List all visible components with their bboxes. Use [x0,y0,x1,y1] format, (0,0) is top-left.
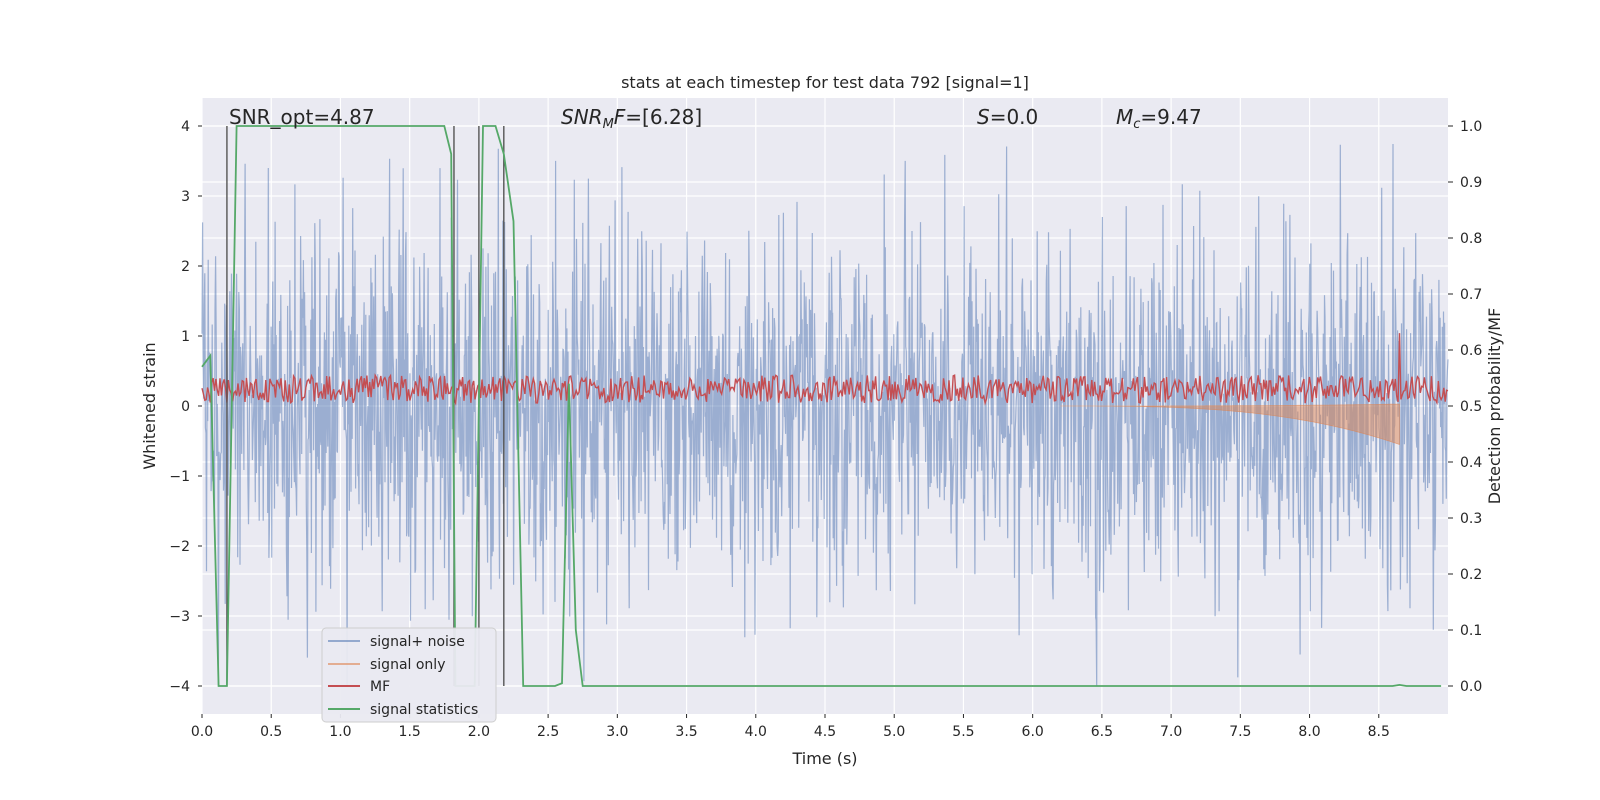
mf-series [201,333,1449,406]
signal-statistics-line [201,125,1442,687]
y-right-tick-label: 0.6 [1460,343,1482,359]
signal-statistics-series [201,125,1442,687]
x-tick-label: 7.5 [1229,724,1251,740]
x-tick-label: 4.5 [814,724,836,740]
x-tick-label: 3.5 [675,724,697,740]
y-left-tick-label: 3 [181,189,190,205]
noise-series [201,143,1449,687]
x-tick-label: 6.0 [1022,724,1044,740]
x-ticks: 0.0 0.5 1.0 1.5 2.0 2.5 3.0 3.5 4.0 4.5 5.0 5.5 6.0 6… [191,714,1390,740]
x-tick-label: 0.5 [260,724,282,740]
y-left-tick-label: −4 [169,679,190,695]
x-tick-label: 3.0 [606,724,628,740]
y-left-tick-label: 4 [181,119,190,135]
mc-sub: c [1133,117,1140,132]
snr-mf-sub: M [603,117,614,132]
mc-value: =9.47 [1140,105,1201,129]
y-right-tick-label: 0.2 [1460,567,1482,583]
chart-title: stats at each timestep for test data 792… [621,73,1029,92]
y-right-tick-label: 0.5 [1460,399,1482,415]
x-tick-label: 1.5 [399,724,421,740]
y-right-tick-label: 0.3 [1460,511,1482,527]
y-left-tick-label: −1 [169,469,190,485]
annotation-snr-mf: SNRMF=[6.28] [561,105,702,132]
legend-box [321,627,497,723]
y-right-tick-label: 0.9 [1460,175,1482,191]
y-left-tick-label: 0 [181,399,190,415]
signal-only-series [1060,403,1400,446]
annotation-s: S=0.0 [977,105,1038,129]
s-value: =0.0 [990,105,1039,129]
y-ticks-left: 4 3 2 1 0 −1 −2 −3 −4 [169,119,202,695]
x-tick-label: 0.0 [191,724,213,740]
legend-label-mf: MF [370,679,390,695]
y-axis-label-right: Detection probability/MF [1485,308,1504,505]
snr-mf-prefix: SNR [561,105,603,129]
y-left-tick-label: −3 [169,609,190,625]
x-tick-label: 2.5 [537,724,559,740]
x-tick-label: 5.0 [883,724,905,740]
y-ticks-right: 1.0 0.9 0.8 0.7 0.6 0.5 0.4 0.3 0.2 0.1 0.0 [1448,119,1482,695]
mc-label: M [1116,105,1133,129]
mf-line [201,333,1449,406]
annotation-mc: Mc=9.47 [1116,105,1202,132]
x-tick-label: 8.5 [1368,724,1390,740]
x-tick-label: 2.0 [468,724,490,740]
y-right-tick-label: 0.1 [1460,623,1482,639]
signal-only-fill [1060,403,1400,446]
s-label: S [977,105,990,129]
y-right-tick-label: 0.0 [1460,679,1482,695]
annotation-snr-opt: SNR_opt=4.87 [229,105,375,129]
x-tick-label: 1.0 [329,724,351,740]
x-tick-label: 6.5 [1091,724,1113,740]
y-left-tick-label: −2 [169,539,190,555]
y-right-tick-label: 0.7 [1460,287,1482,303]
snr-mf-value: =[6.28] [625,105,702,129]
x-tick-label: 4.0 [745,724,767,740]
x-tick-label: 8.0 [1298,724,1320,740]
x-axis-label: Time (s) [791,749,857,768]
legend-label-noise: signal+ noise [370,634,465,650]
y-right-tick-label: 0.4 [1460,455,1482,471]
legend-label-signal-statistics: signal statistics [370,702,478,718]
x-tick-label: 5.5 [952,724,974,740]
y-left-tick-label: 1 [181,329,190,345]
legend: signal+ noise signal only MF signal stat… [321,627,497,723]
y-right-tick-label: 0.8 [1460,231,1482,247]
noise-line [201,143,1449,687]
legend-label-signal-only: signal only [370,657,445,673]
x-tick-label: 7.0 [1160,724,1182,740]
y-left-tick-label: 2 [181,259,190,275]
snr-mf-suffix: F [614,105,626,129]
y-right-tick-label: 1.0 [1460,119,1482,135]
y-axis-label-left: Whitened strain [140,342,159,469]
